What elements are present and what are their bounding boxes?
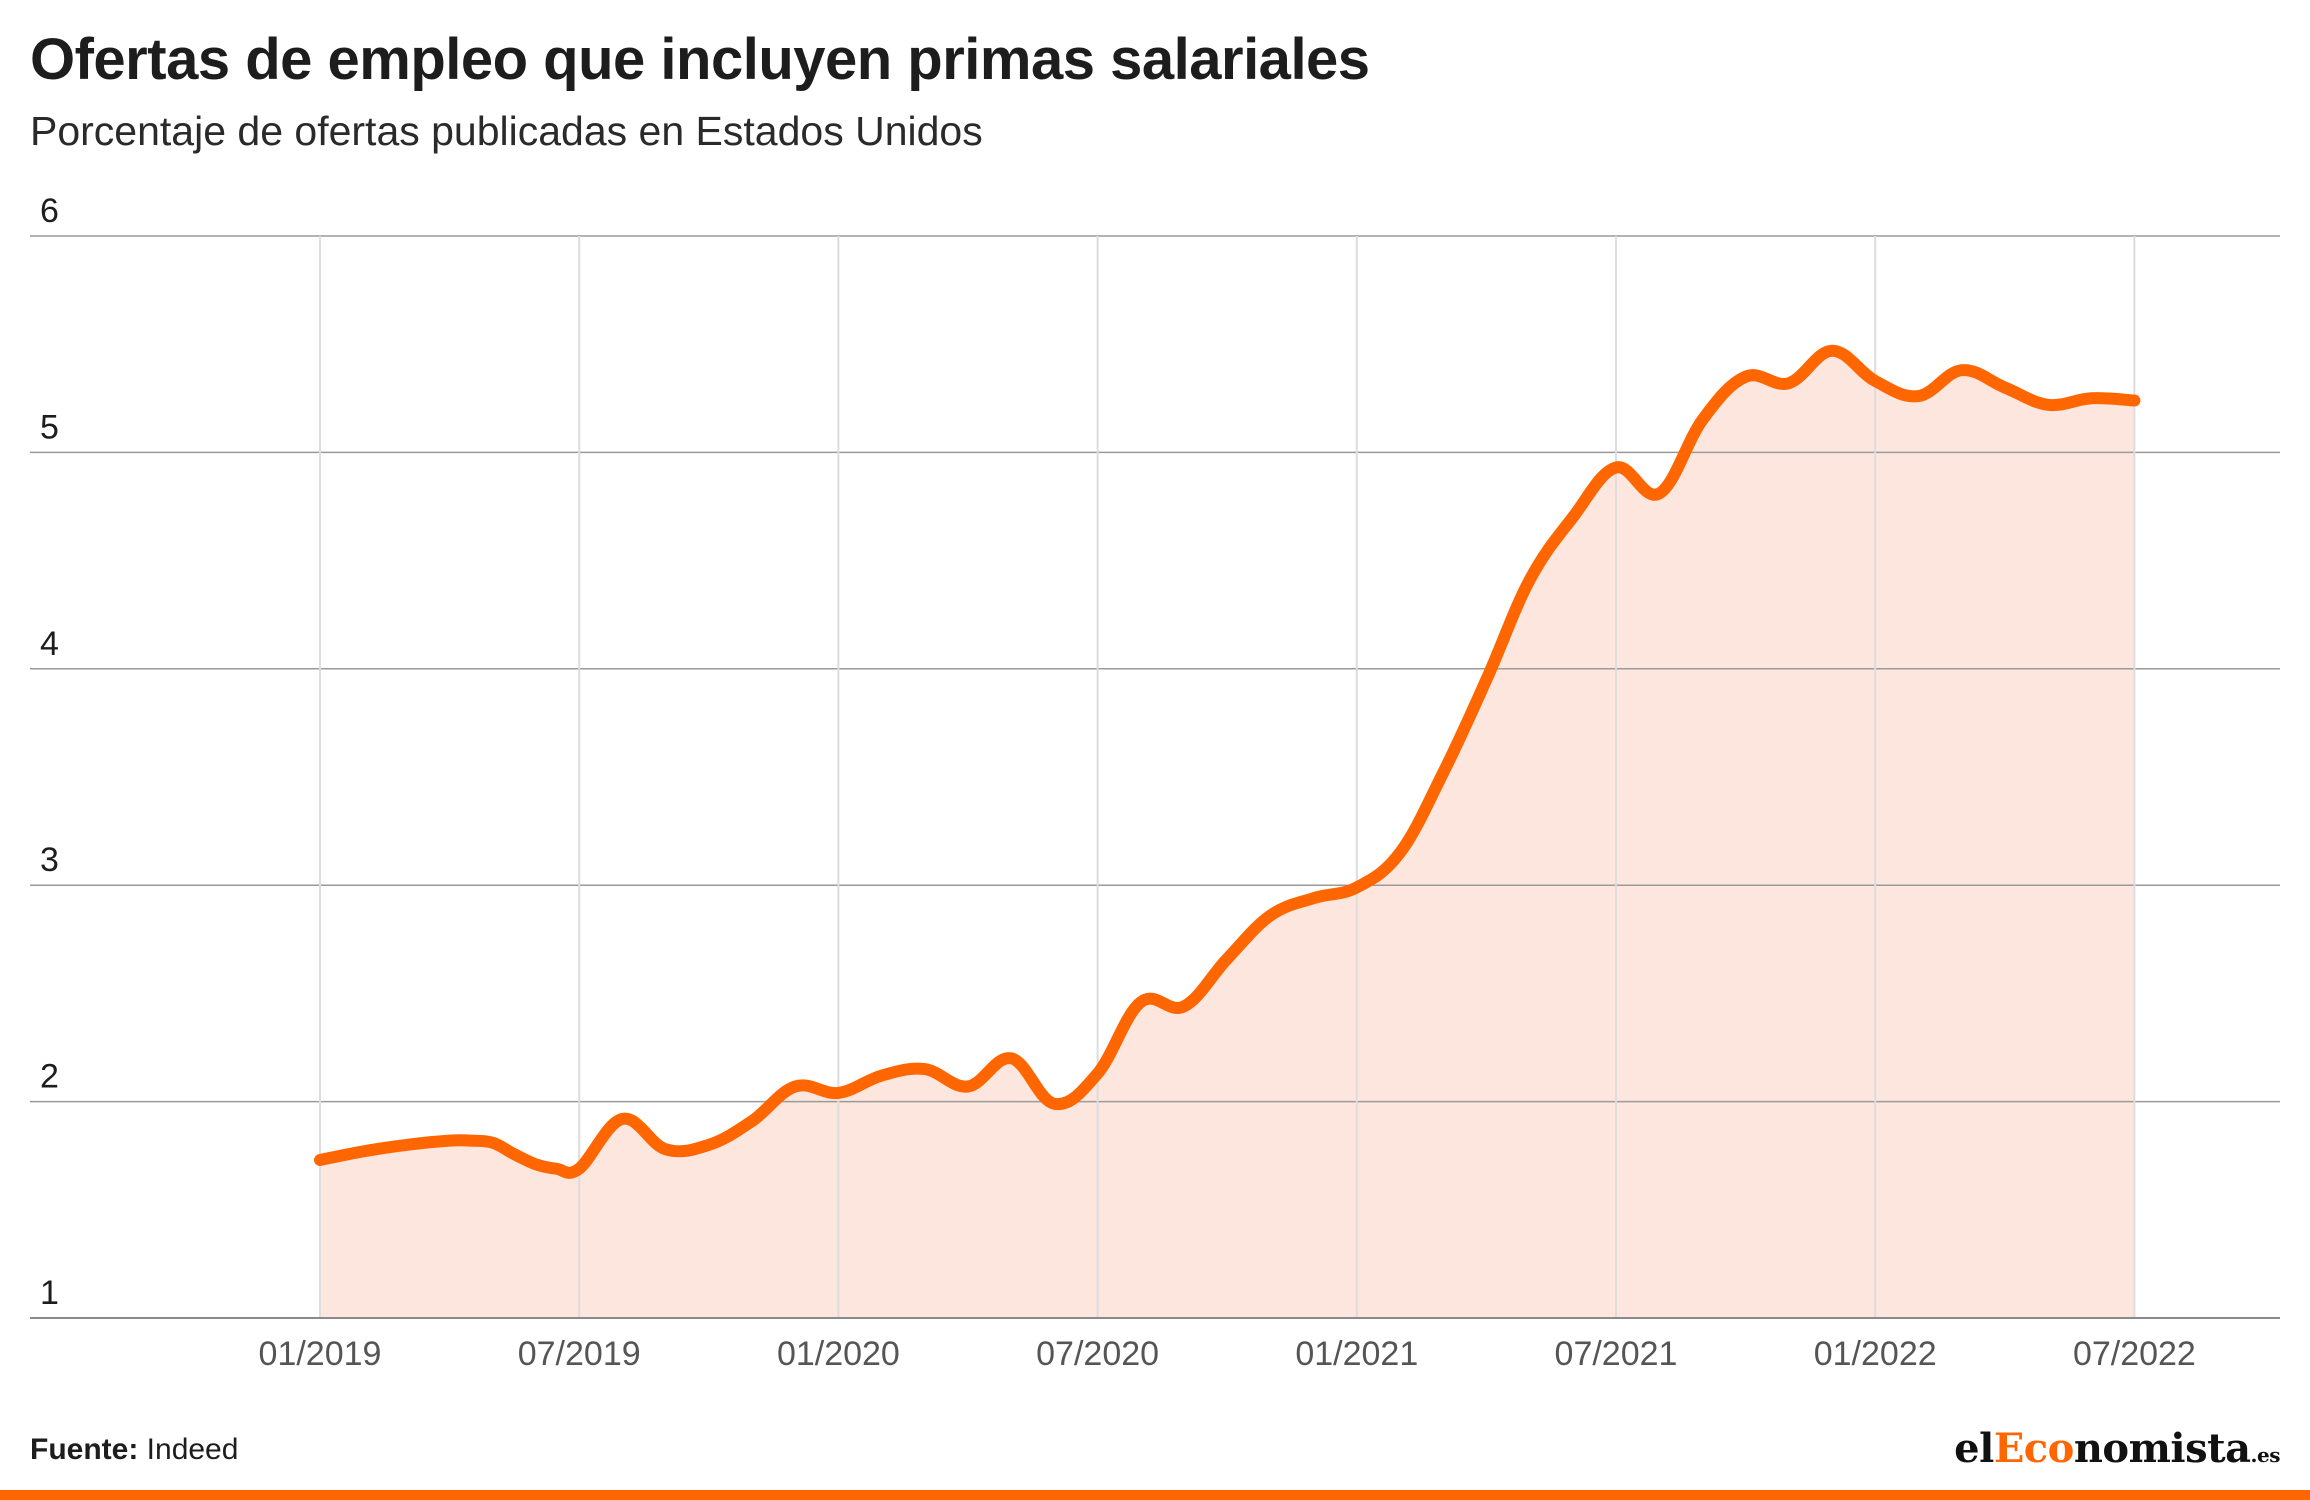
chart-subtitle: Porcentaje de ofertas publicadas en Esta…: [30, 108, 983, 154]
x-tick-label: 01/2021: [1295, 1335, 1418, 1373]
y-tick-label: 6: [40, 192, 59, 230]
source-note: Fuente: Indeed: [30, 1433, 238, 1467]
source-label: Fuente:: [30, 1433, 139, 1466]
x-tick-label: 01/2020: [777, 1335, 900, 1373]
x-tick-label: 07/2019: [518, 1335, 641, 1373]
logo-suffix: nomista: [2073, 1425, 2251, 1472]
brand-bar: [0, 1490, 2310, 1500]
x-tick-label: 01/2022: [1814, 1335, 1937, 1373]
y-tick-label: 5: [40, 408, 59, 446]
logo-tld: .es: [2250, 1443, 2281, 1467]
x-tick-label: 07/2021: [1555, 1335, 1678, 1373]
series-area: [320, 350, 2135, 1319]
x-tick-label: 07/2022: [2073, 1335, 2196, 1373]
y-tick-label: 1: [40, 1274, 59, 1312]
brand-logo[interactable]: elEconomista.es: [1954, 1425, 2280, 1472]
series-line: [314, 344, 2141, 1179]
y-tick-label: 3: [40, 841, 59, 879]
y-tick-label: 4: [40, 625, 59, 663]
x-tick-label: 07/2020: [1036, 1335, 1159, 1373]
chart-title: Ofertas de empleo que incluyen primas sa…: [30, 27, 1370, 92]
x-tick-label: 01/2019: [259, 1335, 382, 1373]
y-tick-label: 2: [40, 1058, 59, 1096]
logo-prefix: el: [1954, 1425, 1994, 1472]
logo-accent: Eco: [1993, 1425, 2075, 1472]
source-value: Indeed: [146, 1433, 239, 1466]
